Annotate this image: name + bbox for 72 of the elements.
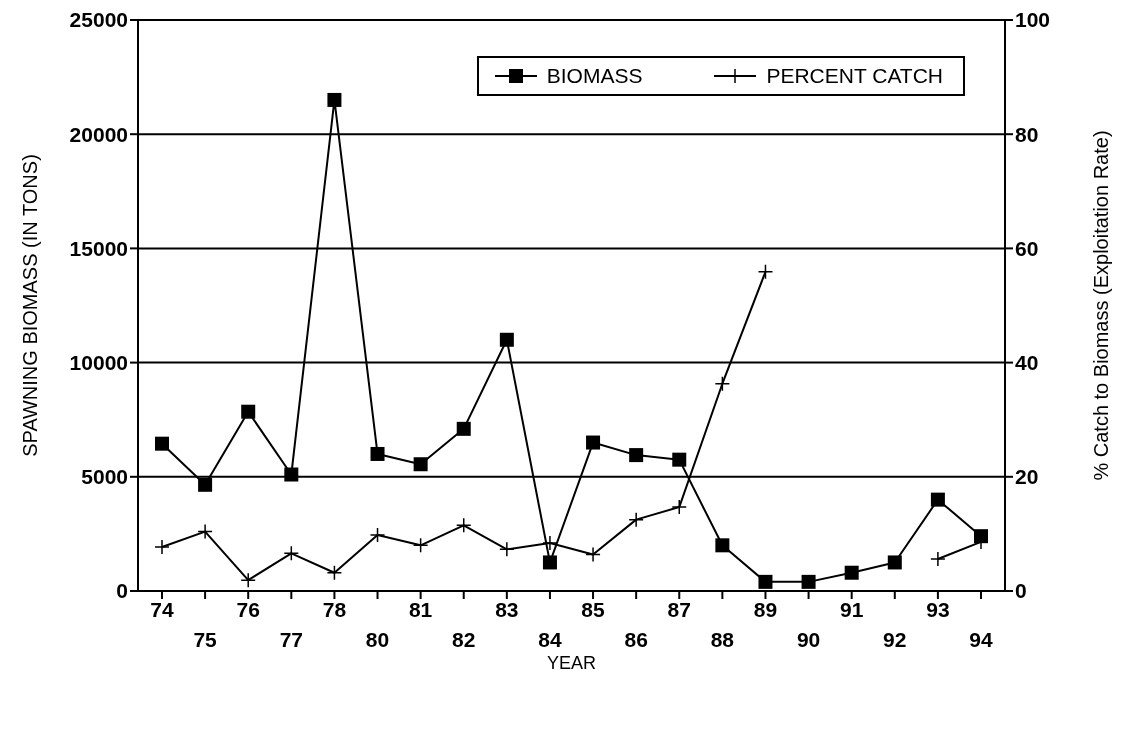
point (499, 332, 514, 347)
point (326, 564, 343, 581)
y2-tick-label: 20 (1015, 465, 1039, 489)
point (671, 499, 688, 515)
point (241, 404, 256, 419)
x-tick-label: 80 (365, 628, 390, 651)
point (801, 574, 816, 589)
point (456, 421, 471, 436)
point (715, 538, 730, 553)
x-tick-label: 77 (279, 628, 303, 651)
point (629, 448, 644, 463)
point (714, 375, 731, 392)
y-tick-label: 20000 (69, 122, 128, 146)
x-tick-label: 85 (581, 598, 606, 621)
y2-axis-title: % Catch to Biomass (Exploitation Rate) (1090, 130, 1113, 481)
point (586, 435, 601, 450)
point (155, 436, 169, 451)
point (197, 523, 213, 540)
point (930, 492, 945, 507)
point (370, 446, 385, 461)
x-tick-label: 89 (753, 598, 778, 621)
x-tick-label: 93 (926, 598, 950, 621)
point (412, 537, 429, 554)
x-tick-label: 83 (495, 598, 519, 621)
x-tick-label: 78 (322, 598, 347, 621)
x-axis-title: YEAR (546, 653, 597, 673)
point (672, 452, 687, 467)
y-tick-label: 10000 (69, 351, 128, 375)
x-tick-label: 91 (840, 598, 864, 621)
point (758, 574, 773, 589)
x-tick-label: 84 (538, 628, 562, 651)
point (240, 572, 256, 588)
point (542, 535, 558, 551)
y-tick-label: 5000 (81, 465, 128, 489)
x-tick-label: 76 (236, 598, 260, 621)
x-tick-label: 82 (452, 628, 476, 651)
y-tick-label: 25000 (69, 8, 128, 32)
point (283, 545, 300, 562)
point (455, 517, 472, 534)
point (628, 511, 644, 528)
point (757, 264, 774, 280)
x-tick-label: 74 (150, 598, 174, 621)
y-tick-label: 0 (116, 579, 128, 603)
legend-label: PERCENT CATCH (766, 64, 943, 88)
x-tick-label: 86 (624, 628, 648, 651)
y2-tick-label: 0 (1015, 579, 1027, 603)
x-tick-label: 92 (883, 628, 907, 651)
x-tick-label: 90 (796, 628, 821, 651)
point (930, 551, 946, 567)
y-axis-title: SPAWNING BIOMASS (IN TONS) (19, 154, 42, 457)
y-tick-label: 15000 (69, 236, 128, 260)
y2-tick-label: 100 (1015, 8, 1051, 32)
x-tick-label: 88 (710, 628, 735, 651)
point (499, 541, 515, 558)
point (369, 527, 386, 543)
x-tick-label: 87 (667, 598, 691, 621)
point (154, 539, 170, 555)
point (887, 555, 902, 570)
x-tick-label: 94 (969, 628, 993, 651)
x-tick-label: 81 (408, 598, 433, 621)
y2-tick-label: 80 (1015, 122, 1039, 146)
point (844, 565, 859, 580)
point (585, 546, 601, 563)
point (413, 457, 428, 472)
x-tick-label: 75 (193, 628, 218, 651)
point (542, 555, 557, 570)
legend-label: BIOMASS (546, 64, 643, 88)
y2-tick-label: 60 (1015, 236, 1039, 260)
point (327, 92, 342, 107)
y2-tick-label: 40 (1015, 351, 1039, 375)
point (284, 467, 299, 482)
point (198, 477, 213, 492)
